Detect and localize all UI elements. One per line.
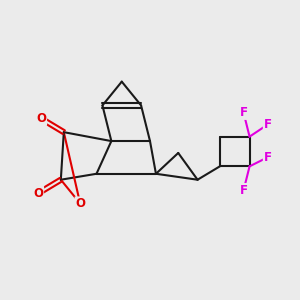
Text: F: F xyxy=(263,118,272,131)
Text: F: F xyxy=(263,151,272,164)
Text: F: F xyxy=(240,184,248,196)
Text: O: O xyxy=(34,187,44,200)
Text: F: F xyxy=(240,106,248,119)
Text: O: O xyxy=(75,197,85,210)
Text: O: O xyxy=(37,112,46,125)
